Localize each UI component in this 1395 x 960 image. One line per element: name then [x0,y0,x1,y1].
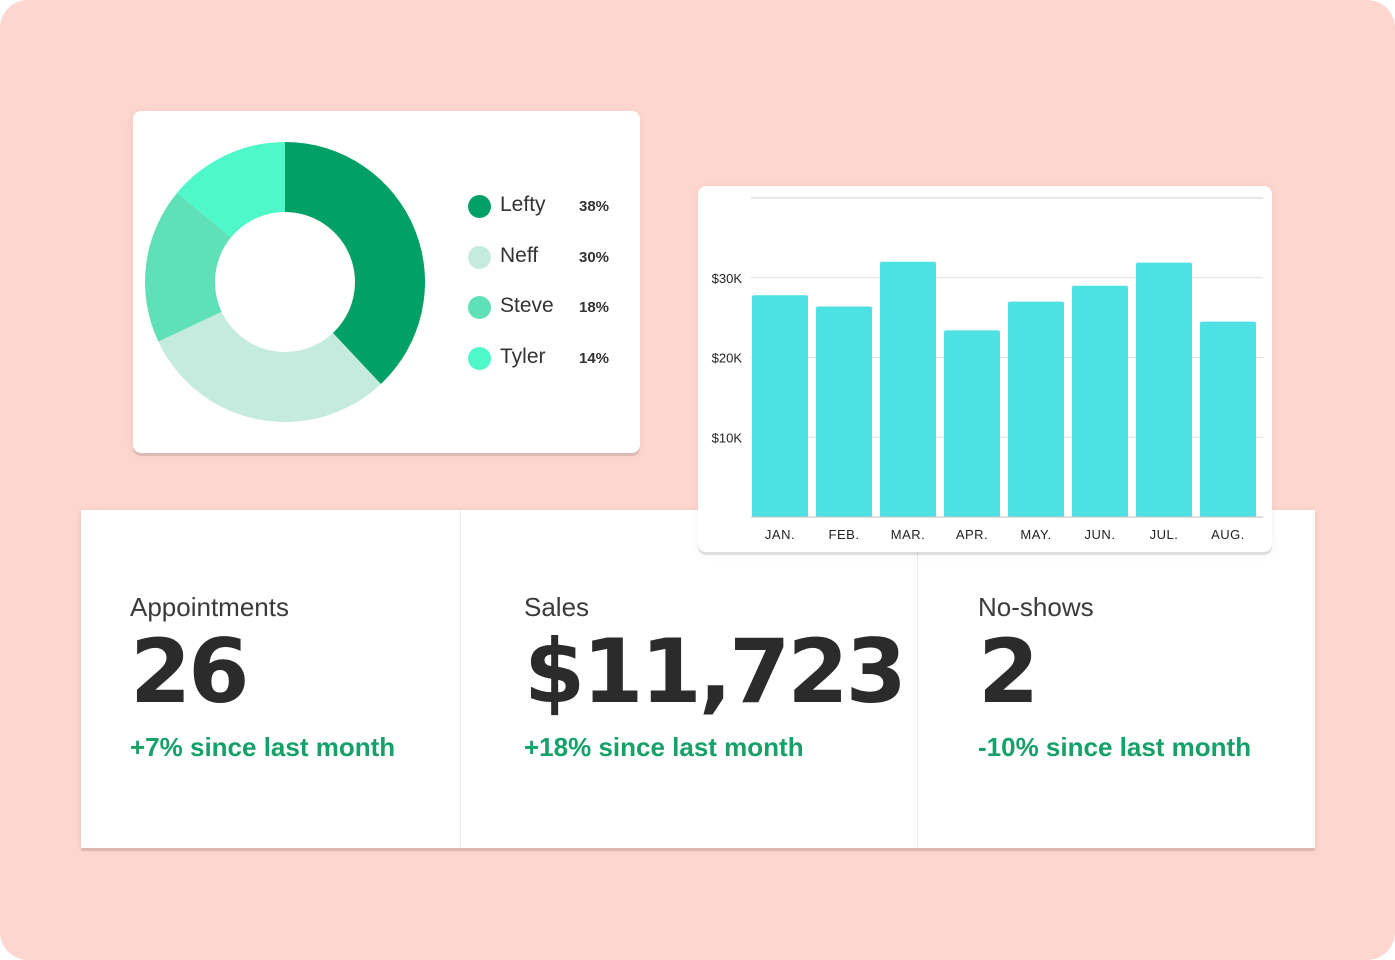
x-tick-label: FEB. [829,527,860,542]
donut-legend: Lefty 38% Neff 30% Steve 18% Tyler 14% [468,191,628,393]
legend-label: Steve [500,294,554,317]
stat-change: +18% since last month [524,732,804,762]
legend-swatch [468,296,491,319]
stats-panel: Appointments 26 +7% since last month Sal… [81,510,1315,848]
bar-jan [752,295,808,517]
legend-item-lefty: Lefty 38% [468,191,628,242]
bar-may [1008,301,1064,517]
bar-apr [944,330,1000,517]
donut-slice-neff [158,311,381,423]
stat-label: No-shows [978,592,1094,622]
legend-percent: 14% [579,349,610,367]
x-tick-label: JAN. [765,527,795,542]
legend-percent: 30% [579,248,610,266]
legend-label: Lefty [500,193,546,216]
stat-sales: Sales $11,723 +18% since last month [460,510,917,848]
stat-label: Sales [524,592,590,622]
bar-feb [816,306,872,517]
stat-change: -10% since last month [978,732,1252,762]
donut-slice-tyler [177,142,285,238]
stat-no-shows: No-shows 2 -10% since last month [917,510,1316,848]
x-tick-label: APR. [956,527,988,542]
legend-label: Tyler [500,344,546,368]
x-tick-label: AUG. [1211,527,1245,542]
bar-chart-card: $10K $20K $30K JAN. FEB. MAR. APR. MAY. JUN. JUL.… [698,186,1272,552]
x-tick-label: JUN. [1085,527,1116,542]
legend-swatch [468,346,491,370]
x-tick-label: MAY. [1020,527,1051,542]
bar-chart: $10K $20K $30K JAN. FEB. MAR. APR. MAY. JUN. JUL.… [712,197,1263,542]
legend-swatch [468,195,491,218]
y-tick-label: $10K [712,430,743,445]
stat-value: $11,723 [524,620,907,723]
y-tick-label: $20K [712,351,743,366]
bar-mar [880,261,936,517]
donut-chart-card: Lefty 38% Neff 30% Steve 18% Tyler 14% [133,111,640,453]
donut-slice-steve [144,192,232,342]
stat-change: +7% since last month [130,732,396,762]
legend-swatch [468,245,491,269]
legend-label: Neff [500,243,539,267]
y-tick-label: $30K [712,271,743,286]
donut-slice-lefty [285,142,426,385]
bar-aug [1200,321,1256,517]
x-tick-label: JUL. [1150,527,1179,542]
legend-item-neff: Neff 30% [468,242,628,293]
donut-chart [144,142,426,423]
x-tick-label: MAR. [891,527,926,542]
legend-item-steve: Steve 18% [468,292,628,343]
stat-appointments: Appointments 26 +7% since last month [81,510,459,848]
stat-label: Appointments [130,592,289,622]
legend-item-tyler: Tyler 14% [468,343,628,394]
legend-percent: 38% [579,198,610,215]
bar-jun [1072,285,1128,517]
bar-jul [1136,262,1192,517]
stat-value: 26 [130,620,249,723]
stat-value: 2 [978,620,1039,723]
legend-percent: 18% [579,299,610,316]
